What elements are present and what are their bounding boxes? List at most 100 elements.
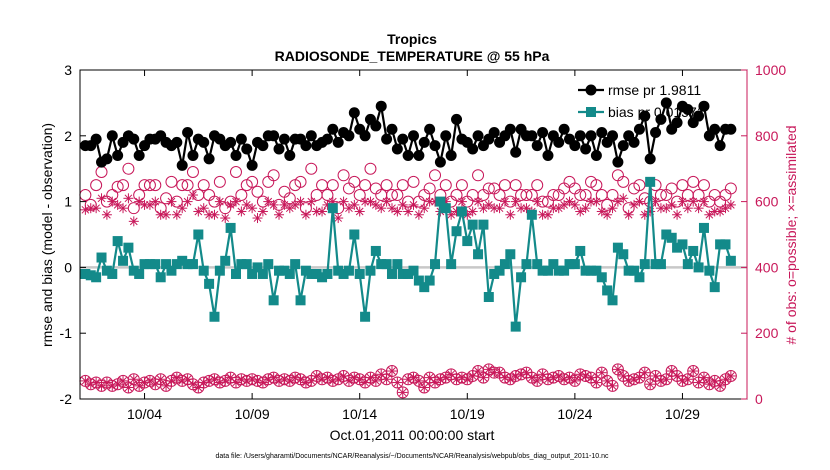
rmse-marker — [305, 130, 317, 142]
obs_possible-marker — [439, 179, 452, 192]
bias-marker — [236, 259, 247, 270]
rmse-marker — [569, 140, 581, 152]
obs_assimilated-marker — [365, 196, 376, 207]
bias-marker — [435, 196, 446, 207]
obs_assimilated-marker — [134, 196, 145, 207]
obs_assimilated-marker — [376, 203, 387, 214]
obs_assimilated-marker — [612, 196, 623, 207]
obs_assimilated_low-marker — [338, 370, 349, 381]
bias-marker — [612, 242, 623, 253]
obs_possible-marker — [353, 189, 366, 202]
obs_assimilated_low-marker — [252, 375, 263, 386]
y-axis-label: rmse and bias (model - observation) — [39, 123, 55, 347]
bias-marker — [166, 265, 177, 276]
obs_assimilated_low-marker — [257, 377, 268, 388]
obs_assimilated-marker — [177, 203, 188, 214]
obs_assimilated_low-marker — [715, 380, 726, 391]
bias-marker — [365, 265, 376, 276]
obs_possible_low-marker — [385, 365, 398, 378]
obs_possible-marker — [617, 175, 630, 188]
chart-title: Tropics — [387, 31, 437, 47]
bias-marker — [290, 259, 301, 270]
obs_possible_low-marker — [396, 386, 409, 399]
obs_assimilated-marker — [709, 206, 720, 217]
obs_assimilated_low-marker — [473, 366, 484, 377]
rmse-marker — [225, 136, 237, 148]
y2-tick-label: 1000 — [755, 62, 786, 78]
obs_assimilated_low-marker — [274, 375, 285, 386]
rmse-marker — [617, 140, 629, 152]
obs_assimilated_low-marker — [317, 374, 328, 385]
obs_assimilated-marker — [386, 203, 397, 214]
rmse-marker — [725, 123, 737, 135]
obs_assimilated-marker — [241, 199, 252, 210]
obs_possible-marker — [326, 179, 339, 192]
obs_possible-marker — [472, 169, 485, 182]
obs_possible-marker — [724, 182, 737, 195]
obs_possible-marker — [396, 179, 409, 192]
bias-marker — [499, 259, 510, 270]
bias-marker — [300, 265, 311, 276]
rmse-marker — [321, 133, 333, 145]
obs_assimilated-marker — [300, 209, 311, 220]
x-tick-label: 10/09 — [235, 406, 270, 422]
rmse-marker — [370, 120, 382, 132]
obs_assimilated-marker — [575, 206, 586, 217]
bias-marker — [182, 259, 193, 270]
y2-tick-label: 200 — [755, 325, 779, 341]
obs_possible-series — [79, 162, 737, 215]
obs_assimilated_low-marker — [333, 374, 344, 385]
obs_assimilated_low-marker — [704, 379, 715, 390]
obs_assimilated-marker — [225, 199, 236, 210]
rmse-marker — [176, 159, 188, 171]
obs_assimilated_low-marker — [365, 372, 376, 383]
obs_assimilated-marker — [198, 203, 209, 214]
obs_assimilated-marker — [655, 203, 666, 214]
bias-marker — [225, 222, 236, 233]
rmse-marker — [268, 130, 280, 142]
bias-marker — [666, 232, 677, 243]
bias-marker — [596, 272, 607, 283]
bias-marker — [725, 255, 736, 266]
bias-marker — [333, 265, 344, 276]
obs_possible-marker — [590, 179, 603, 192]
obs_assimilated_low-marker — [343, 375, 354, 386]
obs_assimilated-marker — [397, 199, 408, 210]
chart-subtitle: RADIOSONDE_TEMPERATURE @ 55 hPa — [275, 48, 550, 64]
bias-marker — [607, 295, 618, 306]
obs_assimilated-marker — [408, 199, 419, 210]
obs_assimilated_low-marker — [204, 375, 215, 386]
bias-marker — [349, 229, 360, 240]
obs_assimilated_low-marker — [397, 387, 408, 398]
bias-marker — [655, 259, 666, 270]
rmse-marker — [714, 140, 726, 152]
obs_assimilated_low-marker — [166, 375, 177, 386]
obs_possible-marker — [531, 179, 544, 192]
obs_possible-marker — [687, 175, 700, 188]
obs_assimilated-marker — [682, 203, 693, 214]
obs_assimilated_low-marker — [607, 380, 618, 391]
obs_possible-marker — [267, 169, 280, 182]
obs_assimilated-marker — [510, 196, 521, 207]
bias-marker — [386, 268, 397, 279]
obs_assimilated-marker — [306, 196, 317, 207]
rmse-marker — [682, 103, 694, 115]
obs_assimilated_low-marker — [440, 372, 451, 383]
bias-marker — [709, 282, 720, 293]
bias-marker — [193, 229, 204, 240]
obs_assimilated-marker — [698, 196, 709, 207]
bias-marker — [354, 268, 365, 279]
bias-marker — [510, 321, 521, 332]
obs_assimilated-marker — [634, 196, 645, 207]
obs_assimilated-marker — [360, 196, 371, 207]
bias-marker — [274, 265, 285, 276]
bias-marker — [209, 311, 220, 322]
bias-marker — [483, 292, 494, 303]
obs_assimilated_low-marker — [134, 380, 145, 391]
obs_possible-marker — [407, 175, 420, 188]
bias-marker — [343, 265, 354, 276]
rmse-marker — [284, 150, 296, 162]
obs_assimilated_low-series — [80, 364, 736, 398]
obs_assimilated_low-marker — [263, 374, 274, 385]
obs_assimilated-marker — [403, 206, 414, 217]
